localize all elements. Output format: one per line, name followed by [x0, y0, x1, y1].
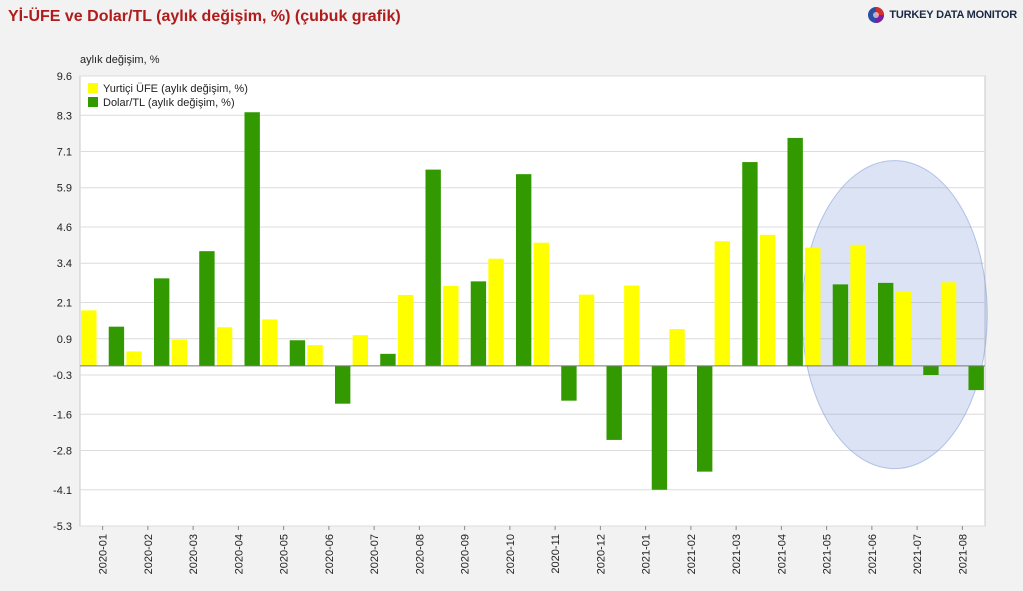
bar-usdtry-2020-08	[425, 169, 441, 366]
bar-usdtry-2021-08	[968, 365, 984, 391]
bar-ufe-2021-07	[895, 291, 912, 366]
bar-usdtry-2021-07	[923, 365, 939, 375]
y-tick-label: 2.1	[57, 298, 72, 310]
bar-ufe-2020-10	[488, 258, 504, 366]
bar-ufe-2020-01	[81, 310, 97, 366]
x-tick-label: 2021-04	[776, 534, 788, 574]
y-tick-label: 9.6	[57, 71, 72, 83]
bar-ufe-2021-03	[714, 241, 731, 366]
y-axis-label: aylık değişim, %	[80, 54, 160, 66]
bar-usdtry-2020-03	[199, 251, 215, 366]
x-tick-label: 2021-02	[686, 534, 698, 574]
y-tick-label: 5.9	[57, 183, 72, 195]
bar-ufe-2020-03	[171, 339, 188, 366]
highlight-ellipse	[801, 160, 988, 470]
y-tick-label: -5.3	[53, 521, 72, 533]
x-tick-label: 2020-02	[143, 534, 155, 574]
x-tick-label: 2020-01	[98, 534, 110, 574]
bar-ufe-2020-12	[578, 294, 595, 366]
bar-usdtry-2020-06	[334, 365, 351, 404]
y-tick-label: 4.6	[57, 222, 72, 234]
bar-ufe-2021-01	[624, 285, 640, 366]
x-tick-label: 2021-01	[641, 534, 653, 574]
y-tick-label: -4.1	[53, 485, 72, 497]
x-tick-label: 2020-11	[550, 534, 562, 574]
bar-usdtry-2021-02	[696, 365, 713, 472]
x-tick-label: 2021-08	[957, 534, 969, 574]
bar-ufe-2020-04	[216, 327, 233, 366]
x-tick-label: 2020-03	[188, 534, 200, 574]
x-tick-label: 2020-05	[279, 534, 291, 574]
x-tick-label: 2020-08	[414, 534, 426, 574]
bar-usdtry-2021-05	[832, 284, 849, 366]
globe-logo-icon	[868, 7, 885, 23]
x-tick-label: 2020-09	[460, 534, 472, 574]
bar-usdtry-2020-04	[244, 112, 260, 366]
bar-ufe-2020-06	[307, 345, 323, 366]
y-tick-label: 0.9	[57, 334, 72, 346]
x-tick-label: 2020-07	[369, 534, 381, 574]
brand-logo: TURKEY DATA MONITOR	[867, 6, 1017, 24]
bar-ufe-2021-04	[759, 234, 776, 366]
brand-name: TURKEY DATA MONITOR	[889, 9, 1017, 21]
legend-label: Yurtiçi ÜFE (aylık değişim, %)	[103, 83, 248, 95]
x-tick-label: 2021-05	[822, 534, 834, 574]
bar-usdtry-2021-06	[877, 282, 894, 366]
bar-ufe-2021-02	[669, 329, 685, 366]
x-tick-label: 2020-10	[505, 534, 517, 574]
bar-ufe-2020-11	[533, 242, 550, 366]
bar-ufe-2021-05	[805, 247, 821, 366]
bar-usdtry-2020-10	[515, 174, 532, 366]
y-tick-label: -0.3	[53, 370, 72, 382]
bar-ufe-2020-05	[262, 319, 278, 366]
bar-usdtry-2020-01	[108, 326, 125, 366]
bar-ufe-2020-09	[443, 285, 459, 366]
legend-swatch	[88, 97, 98, 107]
bar-ufe-2020-08	[397, 294, 414, 366]
bar-usdtry-2020-07	[380, 353, 396, 366]
y-tick-label: 3.4	[57, 258, 72, 270]
x-tick-label: 2020-12	[595, 534, 607, 574]
bar-usdtry-2020-09	[470, 281, 487, 366]
bar-ufe-2021-08	[940, 282, 957, 366]
bar-usdtry-2020-11	[561, 365, 577, 401]
bar-ufe-2020-07	[352, 335, 369, 366]
bar-ufe-2020-02	[126, 351, 142, 366]
y-tick-label: 8.3	[57, 110, 72, 122]
bar-usdtry-2021-01	[651, 365, 668, 490]
x-tick-label: 2021-03	[731, 534, 743, 574]
legend-label: Dolar/TL (aylık değişim, %)	[103, 97, 235, 109]
y-tick-label: -2.8	[53, 445, 72, 457]
bar-usdtry-2020-05	[289, 340, 306, 366]
bar-ufe-2021-06	[850, 244, 866, 366]
bar-usdtry-2021-03	[742, 162, 758, 366]
x-tick-label: 2021-07	[912, 534, 924, 574]
legend-swatch	[88, 83, 98, 93]
bar-usdtry-2020-12	[606, 365, 622, 440]
y-tick-label: -1.6	[53, 409, 72, 421]
x-tick-label: 2020-06	[324, 534, 336, 574]
bar-usdtry-2020-02	[153, 278, 170, 366]
x-tick-label: 2021-06	[867, 534, 879, 574]
chart-title: Yİ-ÜFE ve Dolar/TL (aylık değişim, %) (ç…	[8, 8, 401, 25]
x-tick-label: 2020-04	[233, 534, 245, 574]
bar-usdtry-2021-04	[787, 137, 803, 366]
y-tick-label: 7.1	[57, 147, 72, 159]
